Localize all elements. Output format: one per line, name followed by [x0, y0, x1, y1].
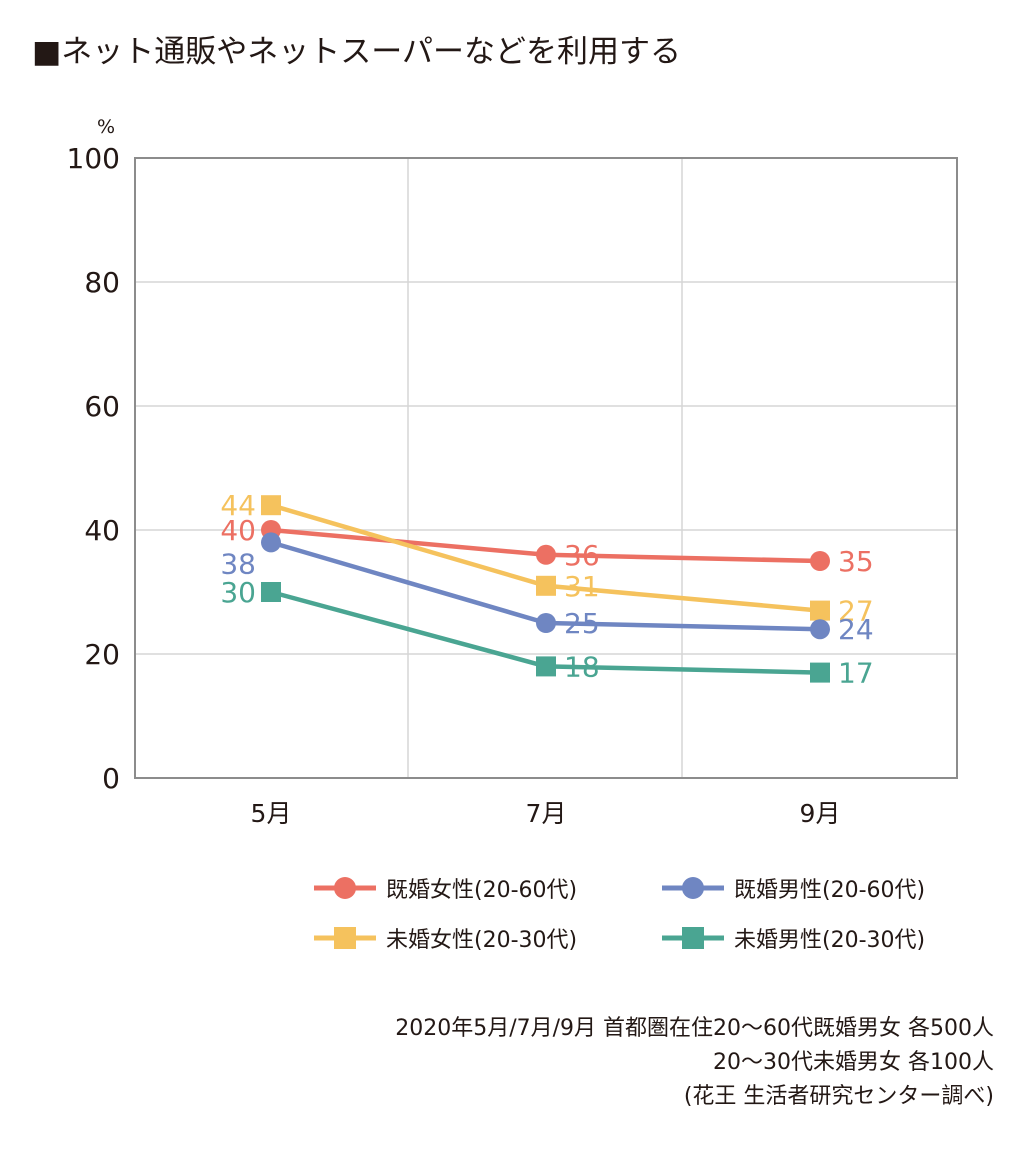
data-label: 40 [220, 514, 256, 547]
chart-title: ■ネット通販やネットスーパーなどを利用する [32, 34, 681, 70]
data-point-square [810, 662, 830, 683]
legend-label-married-men: 既婚男性(20-60代) [734, 878, 926, 903]
note-survey-period: 2020年5月/7月/9月 首都圏在住20～60代既婚男女 各500人 [395, 1016, 994, 1041]
legend-item-married-men: 既婚男性(20-60代) [660, 868, 925, 908]
data-label: 18 [564, 650, 600, 683]
data-label: 36 [564, 539, 600, 572]
data-point-circle [536, 544, 556, 565]
note-unmarried-sample: 20～30代未婚男女 各100人 [713, 1050, 994, 1075]
data-label: 25 [564, 607, 600, 640]
legend-marker-unmarried-women [314, 927, 376, 949]
x-tick-label: 7月 [526, 799, 567, 828]
data-label: 31 [564, 570, 600, 603]
note-source: (花王 生活者研究センター調べ) [683, 1084, 994, 1109]
data-label: 44 [220, 489, 256, 522]
source-notes: 2020年5月/7月/9月 首都圏在住20～60代既婚男女 各500人 20～3… [395, 1012, 994, 1114]
plot-frame [134, 157, 958, 779]
data-point-square [536, 575, 556, 596]
data-point-square [810, 600, 830, 621]
data-label: 27 [838, 595, 874, 628]
data-point-circle [810, 619, 830, 640]
legend-marker-married-women [314, 877, 376, 899]
x-tick-label: 5月 [251, 799, 292, 828]
legend-label-married-women: 既婚女性(20-60代) [386, 878, 578, 903]
data-label: 17 [838, 657, 874, 690]
data-label: 30 [220, 576, 256, 609]
y-tick-label: 60 [84, 390, 120, 423]
y-tick-label: 40 [84, 514, 120, 547]
x-tick-label: 9月 [800, 799, 841, 828]
y-unit-label: % [97, 116, 115, 138]
legend-label-unmarried-women: 未婚女性(20-30代) [386, 928, 578, 953]
legend-item-unmarried-men: 未婚男性(20-30代) [660, 918, 925, 958]
legend-marker-married-men [662, 877, 724, 899]
legend-item-unmarried-women: 未婚女性(20-30代) [312, 918, 577, 958]
data-label: 38 [220, 547, 256, 580]
y-tick-label: 20 [84, 638, 120, 671]
data-label: 24 [838, 613, 874, 646]
data-label: 35 [838, 545, 874, 578]
legend-item-married-women: 既婚女性(20-60代) [312, 868, 577, 908]
data-point-square [536, 656, 556, 677]
line-chart: 0 20 40 60 80 100% 5月 7月 9月 40 36 35 44 31 27 38 25 24 30 1… [67, 116, 958, 828]
data-point-circle [536, 613, 556, 633]
y-tick-label: 0 [102, 762, 120, 795]
y-tick-label: 80 [84, 266, 120, 299]
data-point-circle [810, 551, 830, 571]
legend-marker-unmarried-men [662, 927, 724, 949]
legend-label-unmarried-men: 未婚男性(20-30代) [734, 928, 926, 953]
y-tick-label: 100 [67, 142, 120, 175]
data-point-circle [261, 532, 281, 553]
data-point-square [261, 495, 281, 516]
chart-legend: 既婚女性(20-60代) 既婚男性(20-60代) 未婚女性(20-30代) 未… [312, 868, 992, 968]
data-point-square [261, 582, 281, 602]
